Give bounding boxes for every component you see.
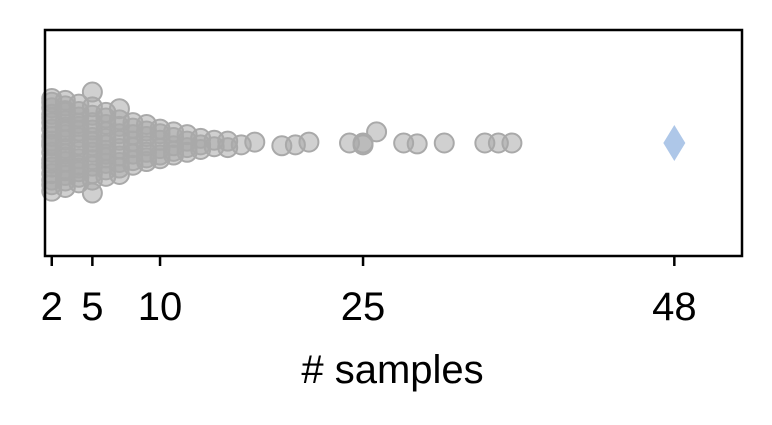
x-axis: 2 5 10 25 48 bbox=[41, 256, 697, 329]
points-layer bbox=[41, 81, 686, 204]
data-point bbox=[244, 131, 266, 153]
data-point bbox=[366, 121, 388, 143]
x-tick-label: 10 bbox=[138, 285, 183, 329]
data-point bbox=[433, 132, 455, 154]
data-point bbox=[501, 132, 523, 154]
highlight-point bbox=[663, 125, 686, 161]
x-tick-label: 5 bbox=[81, 285, 103, 329]
data-point bbox=[406, 133, 428, 155]
plot-frame bbox=[43, 28, 744, 258]
x-tick-label: 25 bbox=[341, 285, 386, 329]
x-tick-label: 48 bbox=[652, 285, 697, 329]
x-axis-label: # samples bbox=[301, 348, 483, 392]
data-point bbox=[352, 132, 374, 154]
data-point bbox=[298, 131, 320, 153]
x-tick-label: 2 bbox=[41, 285, 63, 329]
